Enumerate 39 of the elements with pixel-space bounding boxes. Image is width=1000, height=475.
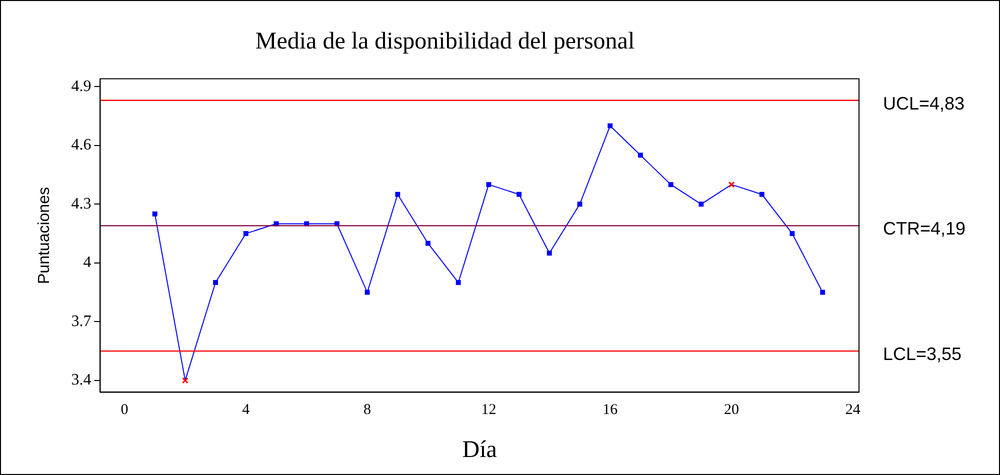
y-tick-label: 4.9 xyxy=(71,78,92,95)
point xyxy=(364,290,370,295)
chart-title: Media de la disponibilidad del personal xyxy=(255,28,635,55)
ref-line-label: CTR=4,19 xyxy=(883,218,966,239)
ref-line-label: LCL=3,55 xyxy=(883,344,962,364)
point xyxy=(577,202,582,207)
point xyxy=(608,123,613,128)
point xyxy=(456,280,461,285)
point xyxy=(152,211,158,216)
x-tick-label: 12 xyxy=(481,402,496,418)
x-tick-label: 20 xyxy=(724,402,740,418)
point xyxy=(759,192,764,197)
y-tick-label: 4 xyxy=(83,254,92,272)
point xyxy=(698,202,704,207)
y-tick-label: 3.4 xyxy=(71,372,92,389)
x-axis-title: Día xyxy=(462,436,498,463)
x-tick-label: 16 xyxy=(602,402,618,418)
point xyxy=(546,250,552,256)
x-tick-label: 24 xyxy=(845,402,861,418)
point xyxy=(243,231,248,236)
y-tick-label: 4.3 xyxy=(71,195,92,212)
point xyxy=(426,240,430,246)
y-axis-title: Puntuaciones xyxy=(36,187,54,284)
x-tick-label: 8 xyxy=(364,402,372,418)
point xyxy=(395,192,400,197)
ref-line-label: UCL=4,83 xyxy=(883,93,965,114)
point xyxy=(182,377,188,384)
x-tick-label: 4 xyxy=(242,402,250,418)
point xyxy=(668,182,674,188)
point xyxy=(516,192,522,197)
point xyxy=(486,182,492,188)
point xyxy=(213,280,218,285)
x-tick-label: 0 xyxy=(120,402,128,418)
point xyxy=(790,231,795,236)
point xyxy=(728,181,735,188)
y-tick-label: 4.6 xyxy=(71,136,92,154)
point xyxy=(638,152,643,158)
point xyxy=(820,290,826,295)
y-tick-label: 3.7 xyxy=(71,312,92,330)
